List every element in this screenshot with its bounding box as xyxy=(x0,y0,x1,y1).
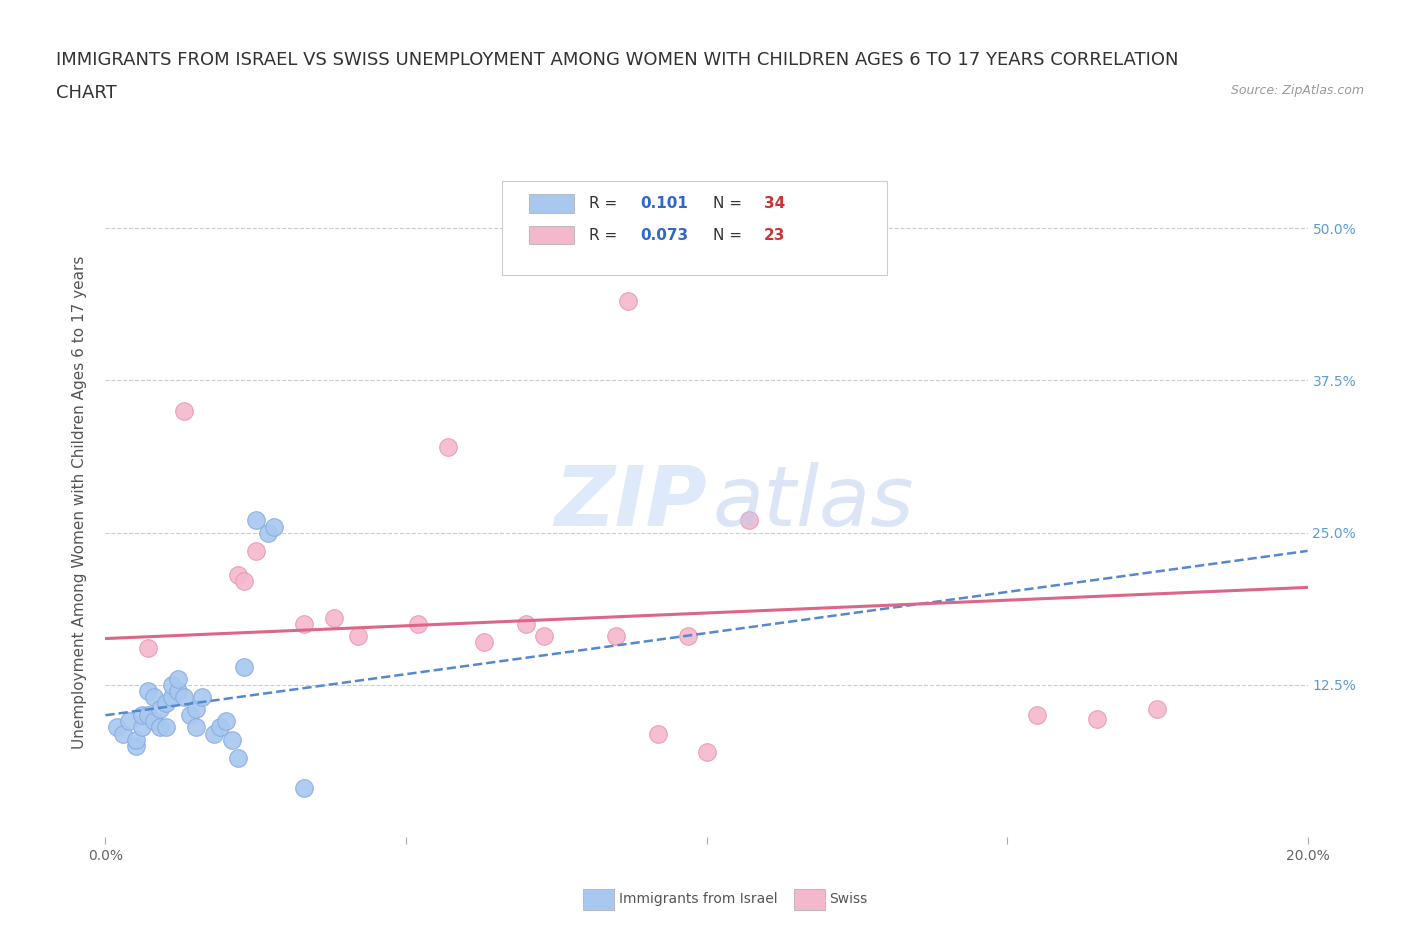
Point xyxy=(221,732,243,747)
Point xyxy=(136,708,159,723)
Point xyxy=(179,708,201,723)
Text: ZIP: ZIP xyxy=(554,461,707,543)
Point xyxy=(647,726,669,741)
Point xyxy=(678,629,700,644)
Point xyxy=(112,726,135,741)
Point xyxy=(124,738,146,753)
Point xyxy=(173,404,195,418)
Y-axis label: Unemployment Among Women with Children Ages 6 to 17 years: Unemployment Among Women with Children A… xyxy=(72,256,87,749)
Point xyxy=(155,696,177,711)
Point xyxy=(160,677,183,692)
Text: Swiss: Swiss xyxy=(830,892,868,907)
Point xyxy=(256,525,278,540)
Point xyxy=(142,689,165,704)
Text: Source: ZipAtlas.com: Source: ZipAtlas.com xyxy=(1230,84,1364,97)
Point xyxy=(406,617,429,631)
Point xyxy=(696,744,718,759)
Point xyxy=(605,629,627,644)
Text: 23: 23 xyxy=(765,228,786,243)
Point xyxy=(166,684,188,698)
Point xyxy=(322,610,344,625)
Point xyxy=(1026,708,1049,723)
Point xyxy=(292,781,315,796)
Point xyxy=(118,714,141,729)
Point xyxy=(124,732,146,747)
Point xyxy=(142,714,165,729)
Text: R =: R = xyxy=(589,196,621,211)
Point xyxy=(148,702,170,717)
Point xyxy=(437,440,460,455)
Point xyxy=(190,689,212,704)
Text: 0.073: 0.073 xyxy=(640,228,689,243)
Point xyxy=(166,671,188,686)
Point xyxy=(245,513,267,528)
Text: CHART: CHART xyxy=(56,84,117,101)
Text: N =: N = xyxy=(713,228,747,243)
Text: atlas: atlas xyxy=(713,461,914,543)
Point xyxy=(232,659,254,674)
FancyBboxPatch shape xyxy=(502,180,887,274)
Point xyxy=(131,708,153,723)
Text: N =: N = xyxy=(713,196,747,211)
FancyBboxPatch shape xyxy=(529,194,574,213)
Point xyxy=(226,568,249,583)
Point xyxy=(593,246,616,260)
Point xyxy=(136,641,159,656)
Point xyxy=(263,519,285,534)
Point xyxy=(472,635,495,650)
Text: Immigrants from Israel: Immigrants from Israel xyxy=(619,892,778,907)
Text: 0.101: 0.101 xyxy=(640,196,689,211)
Point xyxy=(617,294,640,309)
FancyBboxPatch shape xyxy=(529,226,574,245)
Point xyxy=(226,751,249,765)
Text: 34: 34 xyxy=(765,196,786,211)
Point xyxy=(136,684,159,698)
Point xyxy=(292,617,315,631)
Point xyxy=(1146,702,1168,717)
Point xyxy=(1085,711,1108,726)
Point xyxy=(208,720,231,735)
Text: R =: R = xyxy=(589,228,621,243)
Point xyxy=(245,543,267,558)
Point xyxy=(148,720,170,735)
Point xyxy=(737,513,759,528)
Point xyxy=(184,720,207,735)
Point xyxy=(202,726,225,741)
Point xyxy=(155,720,177,735)
Point xyxy=(173,689,195,704)
Point xyxy=(184,702,207,717)
Point xyxy=(160,689,183,704)
Point xyxy=(533,629,555,644)
Text: IMMIGRANTS FROM ISRAEL VS SWISS UNEMPLOYMENT AMONG WOMEN WITH CHILDREN AGES 6 TO: IMMIGRANTS FROM ISRAEL VS SWISS UNEMPLOY… xyxy=(56,51,1178,69)
Point xyxy=(232,574,254,589)
Point xyxy=(107,720,129,735)
Point xyxy=(515,617,537,631)
Point xyxy=(131,720,153,735)
Point xyxy=(347,629,370,644)
Point xyxy=(214,714,236,729)
